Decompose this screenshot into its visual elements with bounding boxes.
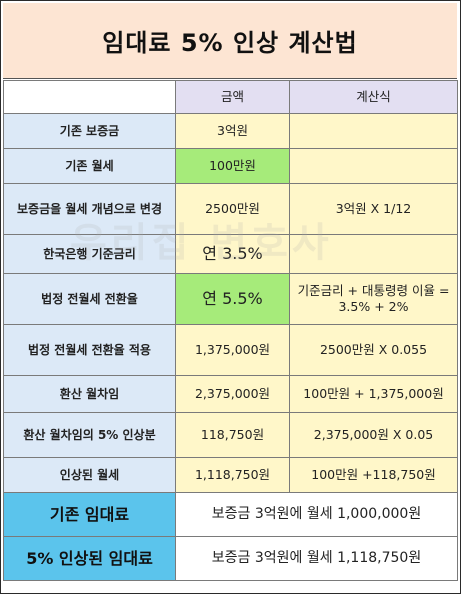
table-row: 법정 전월세 전환율 연 5.5% 기준금리 + 대통령령 이율 = 3.5% … <box>3 273 458 325</box>
summary-value: 보증금 3억원에 월세 1,000,000원 <box>175 492 458 537</box>
summary-value: 보증금 3억원에 월세 1,118,750원 <box>175 536 458 581</box>
row-formula: 기준금리 + 대통령령 이율 = 3.5% + 2% <box>289 273 458 325</box>
row-formula: 2500만원 X 0.055 <box>289 324 458 376</box>
row-amount-highlighted: 100만원 <box>175 148 290 184</box>
table-row: 기존 월세 100만원 <box>3 148 458 184</box>
row-label: 기존 월세 <box>3 148 176 184</box>
row-label: 기존 보증금 <box>3 113 176 149</box>
row-amount-highlighted: 연 5.5% <box>175 273 290 325</box>
row-amount: 2500만원 <box>175 183 290 235</box>
row-amount: 3억원 <box>175 113 290 149</box>
table-row: 환산 월차임의 5% 인상분 118,750원 2,375,000원 X 0.0… <box>3 412 458 458</box>
header-amount: 금액 <box>175 80 290 114</box>
row-amount: 1,118,750원 <box>175 457 290 493</box>
row-label: 법정 전월세 전환율 <box>3 273 176 325</box>
row-label: 보증금을 월세 개념으로 변경 <box>3 183 176 235</box>
row-amount: 118,750원 <box>175 412 290 458</box>
row-amount: 연 3.5% <box>175 234 290 274</box>
row-formula <box>289 113 458 149</box>
summary-row: 5% 인상된 임대료 보증금 3억원에 월세 1,118,750원 <box>3 536 458 581</box>
row-label: 인상된 월세 <box>3 457 176 493</box>
summary-label: 5% 인상된 임대료 <box>3 536 176 581</box>
summary-row: 기존 임대료 보증금 3억원에 월세 1,000,000원 <box>3 492 458 537</box>
summary-label: 기존 임대료 <box>3 492 176 537</box>
table-row: 환산 월차임 2,375,000원 100만원 + 1,375,000원 <box>3 375 458 413</box>
row-formula: 100만원 + 1,375,000원 <box>289 375 458 413</box>
table-row: 법정 전월세 전환율 적용 1,375,000원 2500만원 X 0.055 <box>3 324 458 376</box>
header-blank-cell <box>3 80 176 114</box>
table-row: 한국은행 기준금리 연 3.5% <box>3 234 458 274</box>
row-label: 한국은행 기준금리 <box>3 234 176 274</box>
row-label: 법정 전월세 전환율 적용 <box>3 324 176 376</box>
table-row: 보증금을 월세 개념으로 변경 2500만원 3억원 X 1/12 <box>3 183 458 235</box>
row-formula <box>289 148 458 184</box>
row-amount: 1,375,000원 <box>175 324 290 376</box>
rent-calculation-table: 금액 계산식 기존 보증금 3억원 기존 월세 100만원 보증금을 월세 개념… <box>3 80 458 581</box>
row-formula: 100만원 +118,750원 <box>289 457 458 493</box>
row-formula: 2,375,000원 X 0.05 <box>289 412 458 458</box>
row-label: 환산 월차임의 5% 인상분 <box>3 412 176 458</box>
row-amount: 2,375,000원 <box>175 375 290 413</box>
header-row: 금액 계산식 <box>3 80 458 114</box>
table-row: 인상된 월세 1,118,750원 100만원 +118,750원 <box>3 457 458 493</box>
row-formula: 3억원 X 1/12 <box>289 183 458 235</box>
row-formula <box>289 234 458 274</box>
header-formula: 계산식 <box>289 80 458 114</box>
page-title: 임대료 5% 인상 계산법 <box>3 3 457 79</box>
row-label: 환산 월차임 <box>3 375 176 413</box>
table-row: 기존 보증금 3억원 <box>3 113 458 149</box>
